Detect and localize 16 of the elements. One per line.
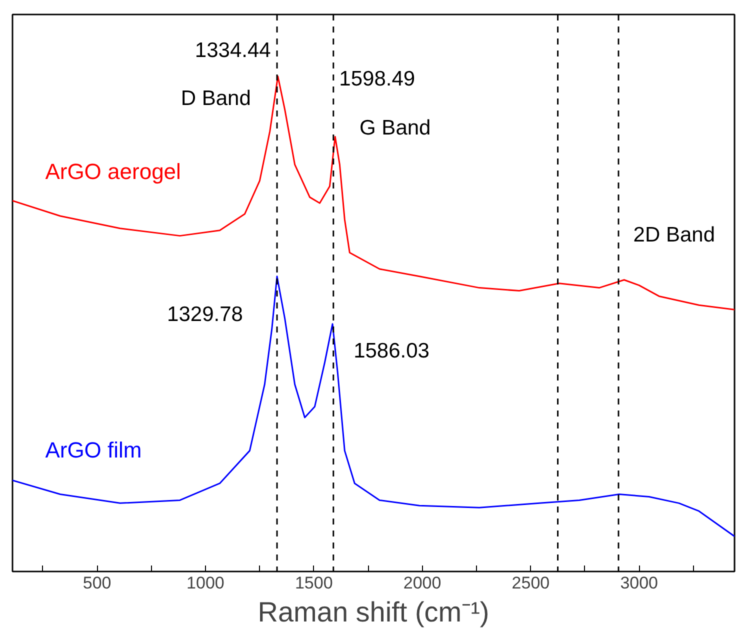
x-tick-label: 2000 — [403, 574, 442, 592]
x-tick-label: 2500 — [512, 574, 550, 592]
annotation: 1329.78 — [167, 302, 243, 326]
series-label: ArGO film — [45, 437, 142, 462]
annotation: D Band — [180, 86, 251, 110]
annotation: 1598.49 — [339, 67, 416, 90]
series-label: ArGO aerogel — [45, 159, 181, 184]
annotation: 2D Band — [633, 223, 716, 246]
x-axis-title: Raman shift (cm⁻¹) — [258, 596, 490, 628]
annotation: G Band — [360, 116, 431, 140]
x-tick-label: 3000 — [620, 574, 658, 592]
x-tick-label: 1500 — [294, 574, 333, 592]
annotation: 1334.44 — [194, 38, 272, 62]
x-tick-label: 1000 — [186, 574, 224, 592]
x-tick-label: 500 — [82, 574, 112, 592]
annotation: 1586.03 — [354, 339, 430, 362]
